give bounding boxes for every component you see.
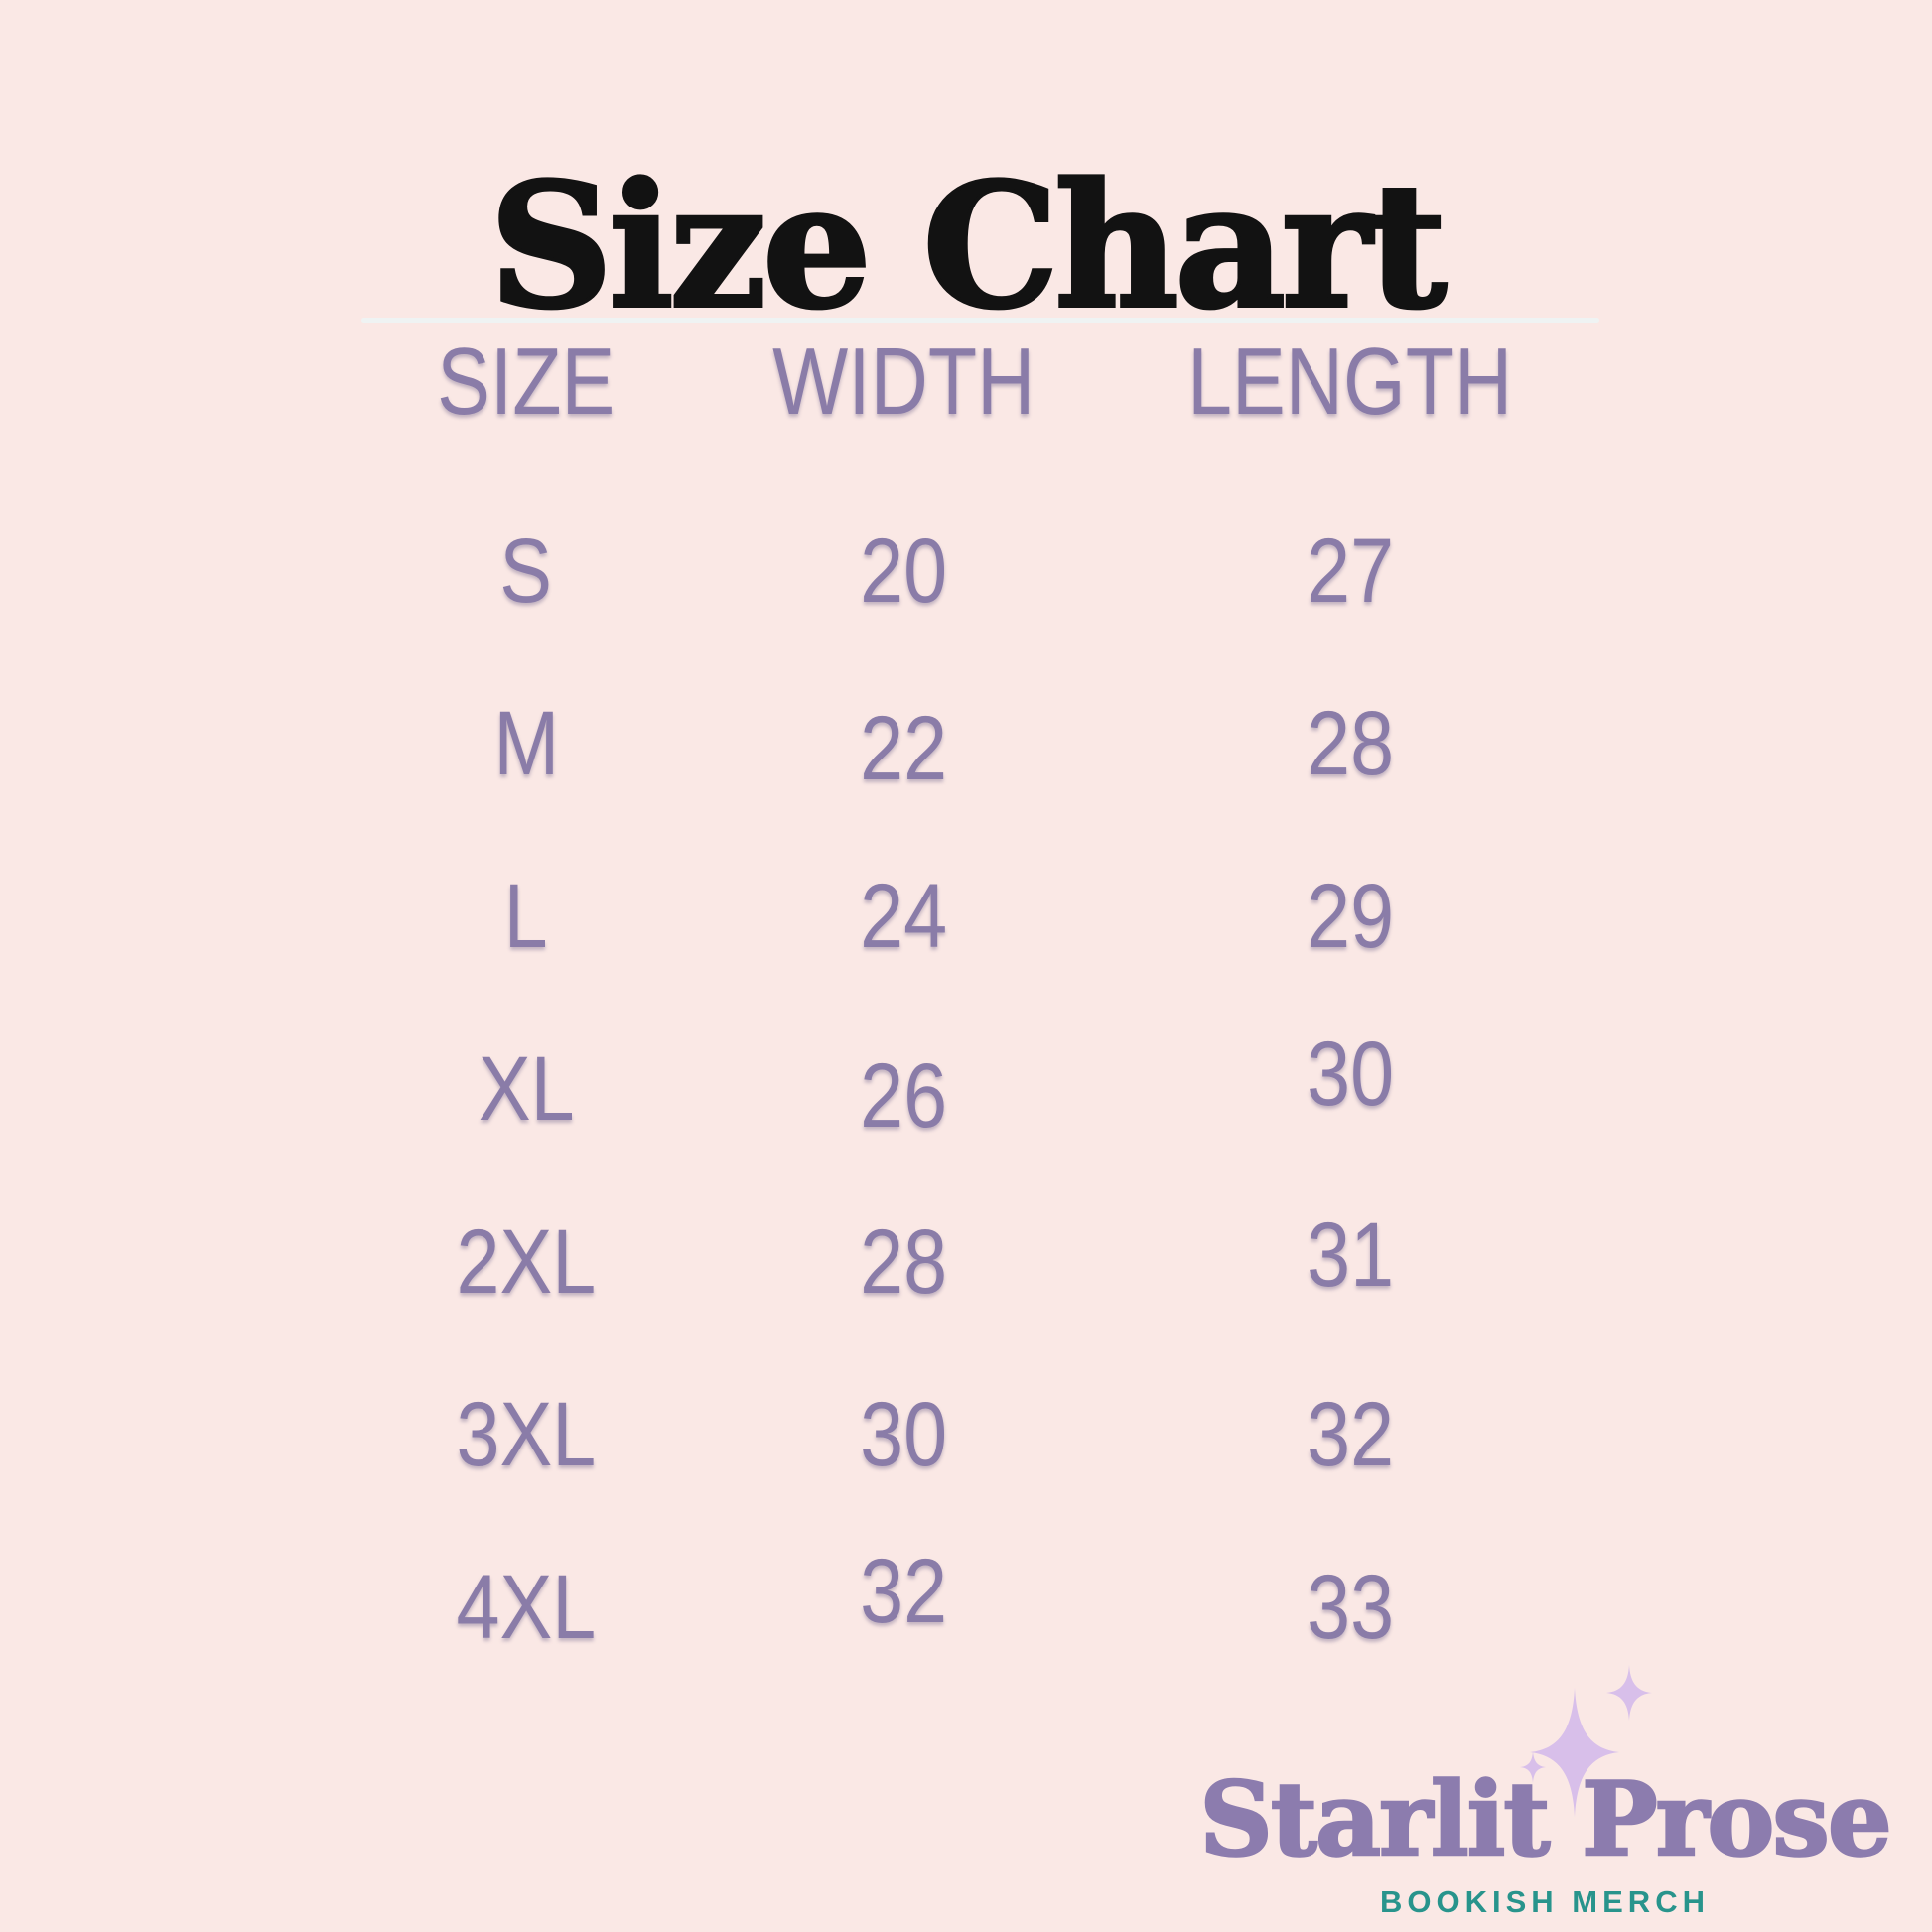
table-row: 2XL 28 31 [328,1175,1618,1348]
width-cell: 26 [725,1003,1082,1175]
size-value: XL [478,1037,575,1140]
width-cell: 24 [725,830,1082,1003]
width-cell: 22 [725,657,1082,830]
table-row: M 22 28 [328,657,1618,830]
sparkle-large-icon [1530,1688,1619,1817]
sparkle-tiny-icon [1520,1751,1546,1783]
length-value: 33 [1306,1556,1395,1658]
length-value: 27 [1306,519,1395,621]
width-cell: 28 [725,1175,1082,1348]
table-row: 3XL 30 32 [328,1348,1618,1521]
width-value: 28 [859,1210,948,1312]
divider-line [361,318,1599,323]
length-cell: 31 [1082,1175,1618,1348]
width-value: 22 [859,697,948,799]
length-cell: 30 [1082,1003,1618,1175]
size-value: S [499,519,553,621]
length-cell: 28 [1082,657,1618,830]
size-value: 3XL [456,1383,597,1485]
length-value: 29 [1306,865,1395,967]
brand-tagline: BOOKISH MERCH [1380,1884,1710,1919]
brand-logo: Starlit Prose BOOKISH MERCH [1197,1650,1893,1919]
length-value: 31 [1306,1203,1395,1306]
size-value: 2XL [456,1210,597,1312]
width-cell: 30 [725,1348,1082,1521]
length-cell: 33 [1082,1521,1618,1694]
width-cell: 20 [725,484,1082,657]
column-header-size-label: SIZE [437,329,616,435]
length-cell: 29 [1082,830,1618,1003]
column-header-length: LENGTH [1082,328,1618,437]
size-cell: 2XL [328,1175,725,1348]
length-cell: 32 [1082,1348,1618,1521]
column-header-size: SIZE [328,328,725,437]
length-value: 32 [1306,1383,1395,1485]
width-value: 32 [859,1540,948,1642]
size-value: 4XL [456,1556,597,1658]
size-cell: 3XL [328,1348,725,1521]
table-row: 4XL 32 33 [328,1521,1618,1694]
size-cell: L [328,830,725,1003]
size-value: M [493,692,559,794]
width-cell: 32 [725,1521,1082,1694]
column-header-width-label: WIDTH [771,329,1035,435]
width-value: 26 [859,1044,948,1147]
length-value: 28 [1306,692,1395,794]
sparkle-small-icon [1606,1665,1652,1721]
table-row: L 24 29 [328,830,1618,1003]
size-cell: S [328,484,725,657]
table-row: XL 26 30 [328,1003,1618,1175]
column-header-length-label: LENGTH [1187,329,1513,435]
table-row: S 20 27 [328,484,1618,657]
length-value: 30 [1306,1023,1395,1125]
table-header-row: SIZE WIDTH LENGTH [328,328,1618,435]
size-cell: M [328,657,725,830]
sparkles-icon [1520,1665,1652,1817]
width-value: 24 [859,865,948,967]
column-header-width: WIDTH [725,328,1082,437]
length-cell: 27 [1082,484,1618,657]
width-value: 20 [859,519,948,621]
table-body: S 20 27 M 22 28 L 24 [328,484,1618,1694]
size-cell: XL [328,1003,725,1175]
size-value: L [503,865,548,967]
width-value: 30 [859,1383,948,1485]
brand-name: Starlit Prose [1198,1760,1893,1879]
size-table: SIZE WIDTH LENGTH S 20 27 M [328,328,1618,1694]
size-cell: 4XL [328,1521,725,1694]
page-title: Size Chart [487,143,1449,348]
